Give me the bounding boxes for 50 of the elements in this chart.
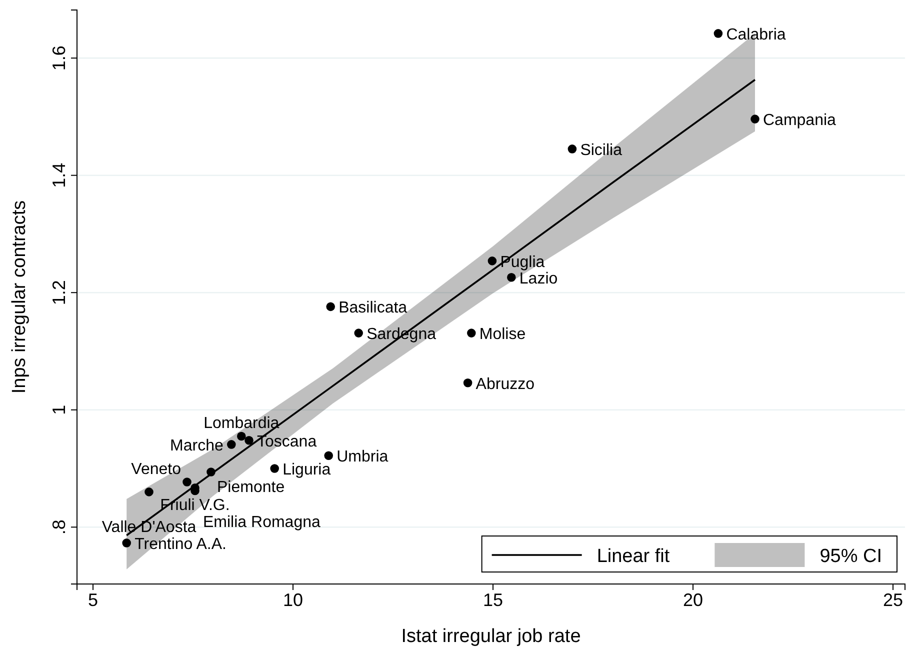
annotation: Emilia Romagna xyxy=(203,514,320,531)
x-tick-label: 25 xyxy=(882,590,904,610)
annotation: Liguria xyxy=(282,461,331,478)
point xyxy=(182,478,192,486)
point xyxy=(354,328,363,338)
point xyxy=(324,451,333,460)
annotation: Calabria xyxy=(726,26,786,44)
point xyxy=(227,440,236,449)
point xyxy=(122,538,131,548)
point xyxy=(237,432,246,441)
x-tick-label: 10 xyxy=(282,590,304,610)
point xyxy=(714,29,723,38)
annotation: Valle D'Aosta xyxy=(102,518,196,536)
annotation: Basilicata xyxy=(338,300,408,317)
point xyxy=(568,144,577,154)
x-tick-label: 15 xyxy=(482,590,504,610)
y-tick-label: 1.4 xyxy=(49,162,69,188)
point xyxy=(244,436,254,445)
annotation: Sicilia xyxy=(580,142,622,159)
annotation: Umbria xyxy=(336,448,388,466)
annotation: Campania xyxy=(763,112,836,130)
y-tick-label: 1.6 xyxy=(49,46,69,71)
point xyxy=(507,272,516,282)
y-tick-label: 1 xyxy=(49,404,69,415)
x-tick-label: 20 xyxy=(682,590,704,610)
y-tick-label: .8 xyxy=(49,520,69,535)
point xyxy=(144,488,154,496)
y-tick-label: 1.2 xyxy=(49,280,69,306)
point xyxy=(488,256,497,266)
point xyxy=(326,302,335,312)
annotation: Veneto xyxy=(131,460,182,478)
annotation: Toscana xyxy=(257,433,317,450)
point xyxy=(206,468,216,476)
point xyxy=(270,464,279,473)
annotation: Piemonte xyxy=(217,479,285,496)
annotation: Lombardia xyxy=(204,415,280,432)
point xyxy=(467,328,476,338)
annotation: Trentino A.A. xyxy=(134,536,227,553)
point xyxy=(463,378,472,388)
legend-label: Linear fit xyxy=(596,546,670,567)
y-axis-title: Inps irregular contracts xyxy=(9,200,30,394)
annotation: Marche xyxy=(170,437,224,454)
point xyxy=(750,114,760,124)
annotation: Puglia xyxy=(500,254,545,271)
x-tick-label: 5 xyxy=(88,590,98,610)
annotation: Lazio xyxy=(519,270,558,288)
legend-label: 95% CI xyxy=(820,546,882,567)
annotation: Molise xyxy=(479,326,526,344)
annotation: Abruzzo xyxy=(476,376,535,393)
x-axis-title: Istat irregular job rate xyxy=(401,626,581,647)
